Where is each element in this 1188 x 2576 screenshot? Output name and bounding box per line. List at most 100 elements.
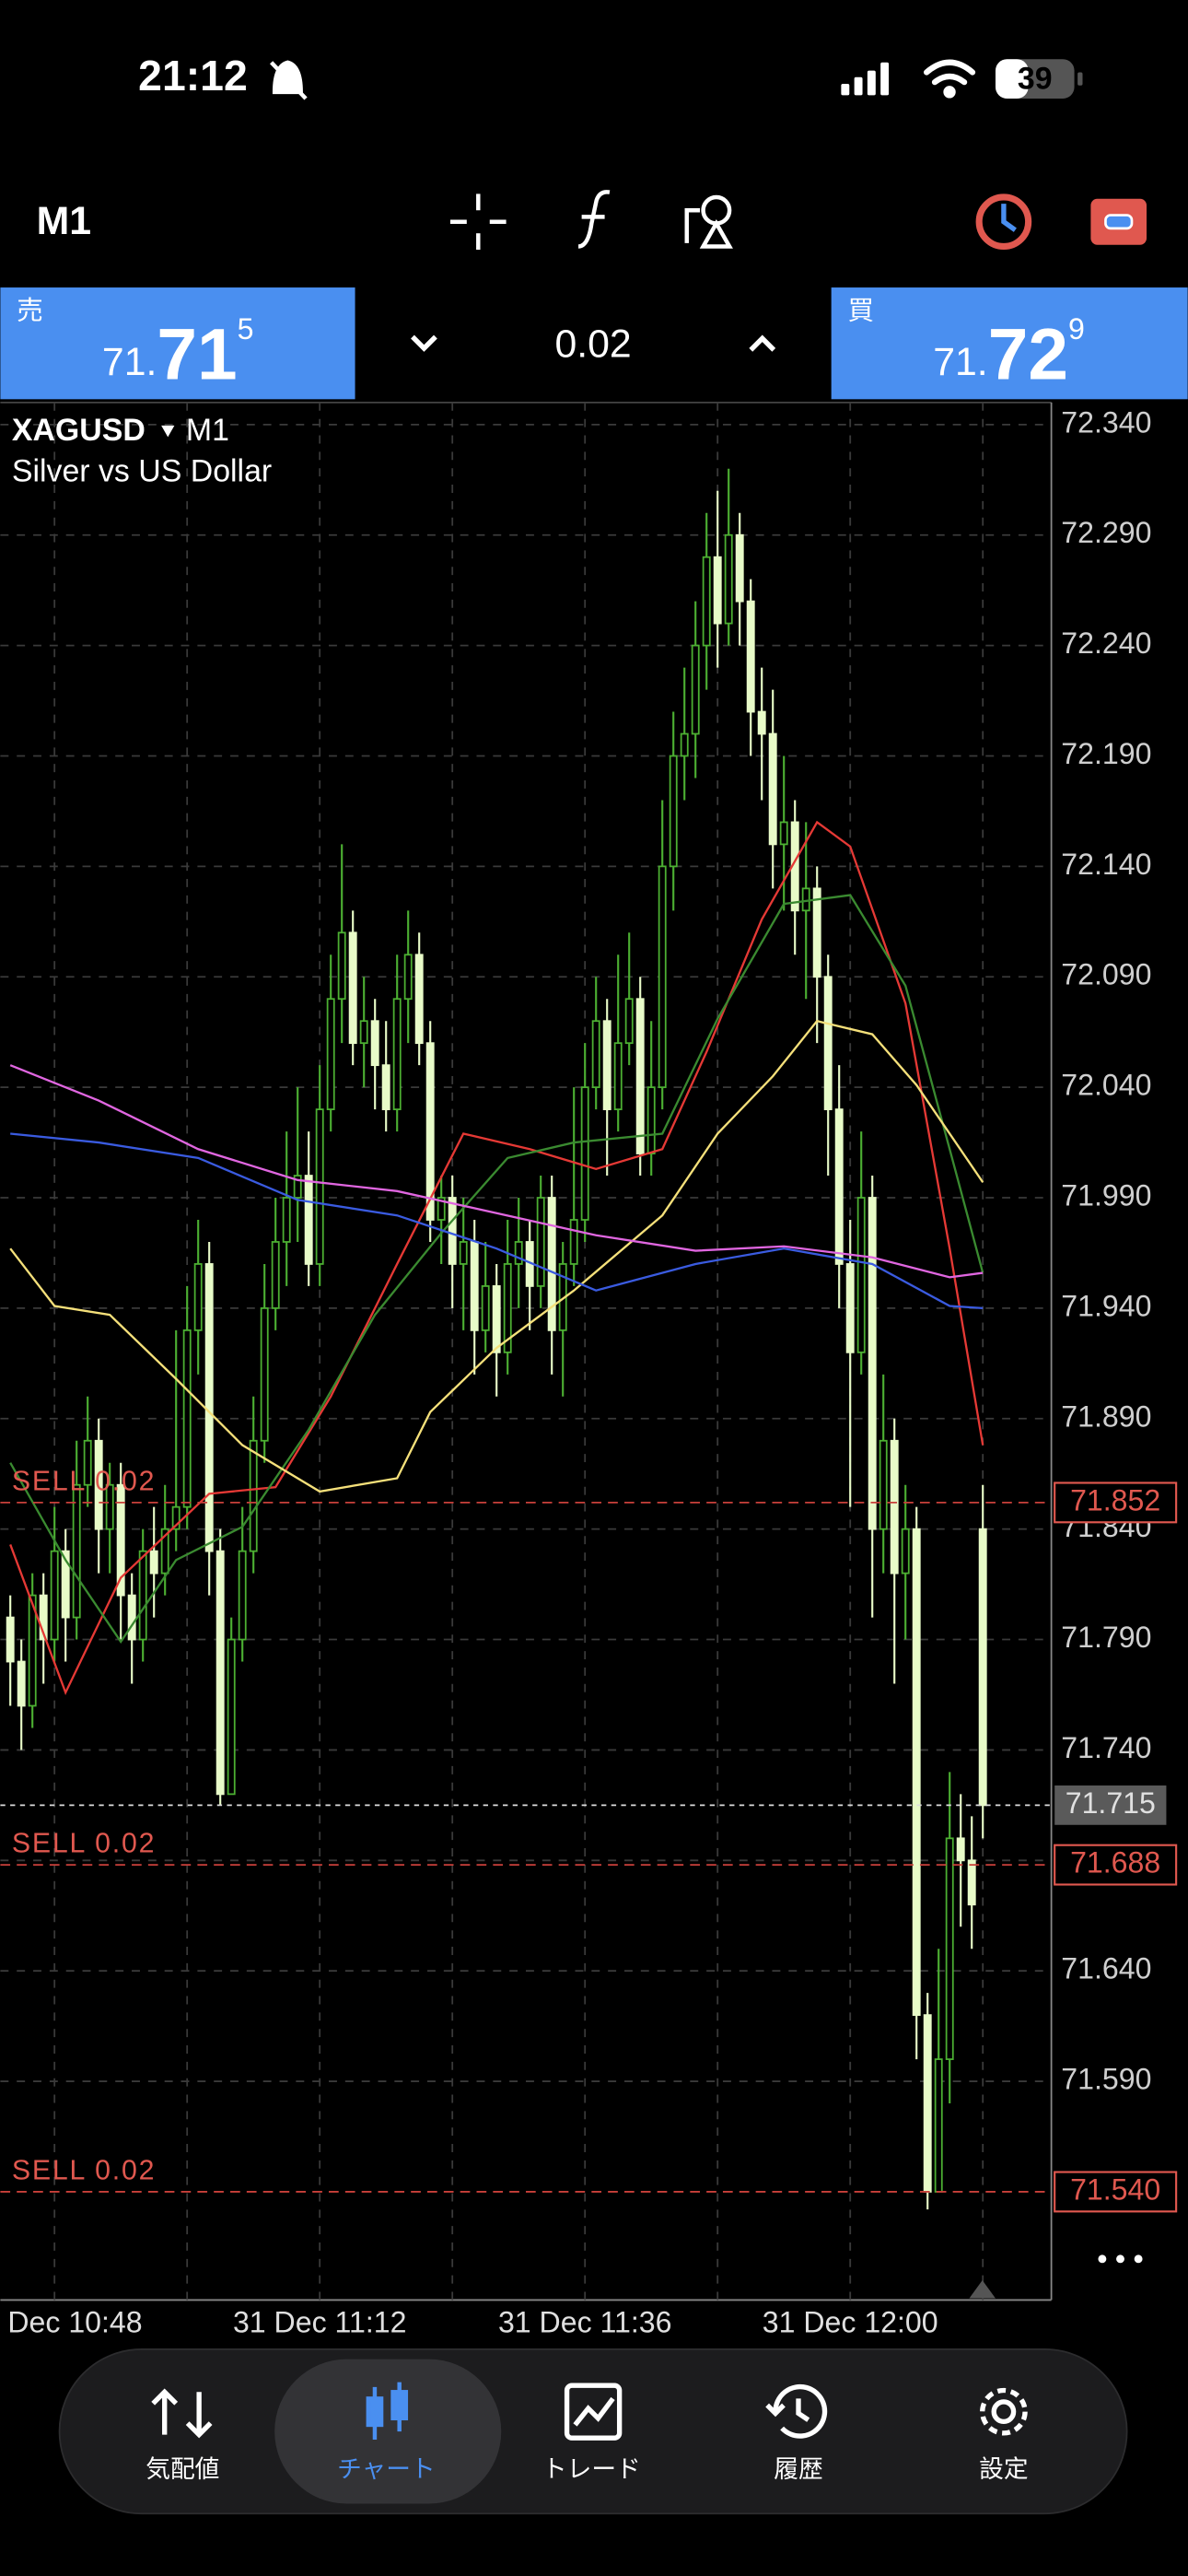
candle-body — [83, 1439, 92, 1486]
candle-body — [492, 1285, 501, 1353]
candle-body — [724, 533, 733, 625]
candle-body — [50, 1550, 59, 1641]
candle-body — [967, 1859, 976, 1906]
candle-body — [680, 732, 689, 757]
chart: 72.340 72.290 72.240 72.190 72.140 72.090 72.0… — [0, 402, 1178, 2339]
price-small: 9 — [1068, 313, 1085, 346]
lot-decrease[interactable] — [411, 334, 437, 352]
wifi-icon — [923, 59, 976, 99]
candle-body — [845, 1263, 855, 1353]
y-tick-label: 72.240 — [1061, 626, 1151, 660]
tab-label[interactable]: トレード — [542, 2455, 641, 2483]
quotes-icon[interactable] — [151, 2388, 213, 2439]
candle-body — [923, 2014, 932, 2193]
candle-body — [370, 1020, 379, 1067]
y-tick-label: 72.040 — [1061, 1069, 1151, 1102]
symbol-dropdown[interactable] — [161, 425, 175, 438]
tab-label[interactable]: 設定 — [979, 2455, 1028, 2483]
candle-body — [215, 1550, 225, 1796]
y-tick-label: 71.590 — [1061, 2063, 1151, 2096]
order-label: SELL 0.02 — [12, 2156, 156, 2186]
candle-body — [768, 732, 777, 846]
x-tick-label: 31 Dec 10:48 — [0, 2306, 143, 2339]
order-label: SELL 0.02 — [12, 1829, 156, 1859]
candle-body — [470, 1241, 479, 1331]
signal-icon — [841, 62, 890, 96]
candle-body — [359, 1020, 368, 1045]
more-button[interactable] — [1098, 2254, 1143, 2264]
order-price-box — [1054, 1844, 1178, 1886]
candle-body — [801, 887, 810, 912]
candle-body — [94, 1439, 103, 1530]
y-tick-label: 72.090 — [1061, 958, 1151, 991]
candle-body — [249, 1439, 258, 1552]
candle-body — [856, 1197, 866, 1353]
candle-body — [138, 1550, 147, 1641]
indicator-button[interactable] — [577, 190, 611, 249]
candle-body — [448, 1197, 457, 1265]
candle-body — [702, 556, 711, 647]
candle-body — [635, 998, 645, 1154]
candle-body — [779, 821, 788, 846]
trade-icon[interactable] — [564, 2383, 623, 2441]
tab-bar — [58, 2348, 1128, 2515]
trade-toggle-icon[interactable] — [1090, 198, 1147, 245]
candle-body — [182, 1329, 192, 1508]
price-big: 72 — [988, 313, 1068, 394]
order-price-label: 71.688 — [1070, 1846, 1160, 1879]
y-tick-label: 72.190 — [1061, 737, 1151, 770]
sell-price: 71.715 — [102, 313, 254, 395]
tab-label[interactable]: 気配値 — [146, 2455, 219, 2483]
objects-button[interactable] — [684, 194, 733, 249]
candle-body — [713, 556, 722, 625]
candle-body — [536, 1197, 545, 1287]
tab-label[interactable]: チャート — [337, 2455, 436, 2483]
bell-off-icon — [269, 60, 308, 100]
chart-icon[interactable] — [366, 2382, 409, 2440]
candle-body — [834, 1108, 844, 1265]
crosshair-button[interactable] — [449, 193, 507, 251]
candle-body — [669, 755, 678, 868]
buy-label: 買 — [847, 296, 874, 325]
candle-body — [6, 1616, 15, 1663]
y-tick-label: 72.290 — [1061, 516, 1151, 549]
candle-body — [602, 1020, 611, 1111]
order-price-box — [1054, 2171, 1178, 2213]
chart-timeframe: M1 — [186, 413, 229, 448]
tab-label[interactable]: 履歴 — [774, 2455, 822, 2483]
candle-body — [326, 998, 335, 1111]
candle-body — [735, 533, 744, 603]
candle-body — [823, 976, 833, 1111]
order-price-box — [1054, 1481, 1178, 1524]
history-icon[interactable] — [765, 2383, 828, 2439]
candle-body — [547, 1197, 556, 1331]
bid-price-box — [1054, 1785, 1167, 1825]
candle-body — [238, 1550, 247, 1641]
moving-average — [9, 894, 984, 1645]
price-prefix: 71. — [933, 340, 987, 384]
candle-body — [569, 1219, 578, 1265]
settings-icon[interactable] — [980, 2387, 1028, 2436]
active-tab-highlight — [274, 2359, 502, 2504]
chart-symbol: XAGUSD — [12, 413, 146, 448]
y-tick-label: 71.740 — [1061, 1731, 1151, 1764]
timeframe-button[interactable]: M1 — [37, 199, 91, 243]
candle-body — [116, 1483, 125, 1597]
candle-body — [503, 1263, 512, 1353]
buy-button[interactable] — [831, 287, 1188, 400]
lot-increase[interactable] — [749, 334, 776, 352]
order-label: SELL 0.02 — [12, 1466, 156, 1496]
candle-body — [28, 1594, 37, 1707]
sell-button[interactable] — [0, 287, 355, 400]
battery: 39 — [995, 59, 1083, 99]
candle-body — [127, 1594, 136, 1641]
candle-body — [72, 1483, 81, 1619]
moving-average — [9, 1064, 984, 1279]
battery-level: 39 — [1018, 61, 1053, 96]
lot-size[interactable]: 0.02 — [554, 322, 631, 367]
price-prefix: 71. — [102, 340, 157, 384]
account-icon[interactable] — [975, 193, 1032, 251]
candle-body — [890, 1439, 899, 1575]
bid-price-label: 71.715 — [1066, 1786, 1156, 1820]
